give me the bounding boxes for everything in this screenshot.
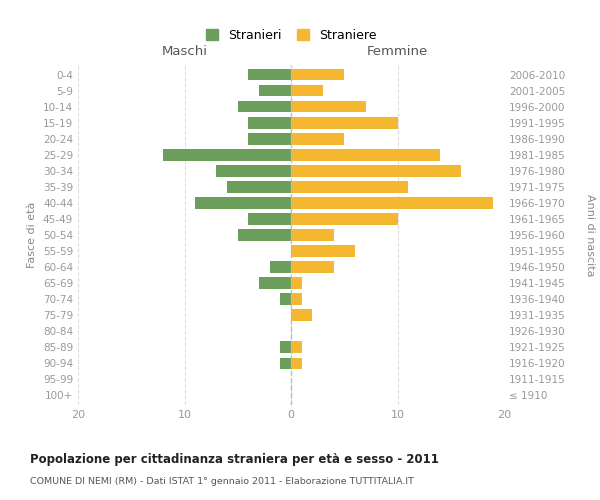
Bar — [238, 229, 291, 241]
Bar — [280, 342, 291, 353]
Bar — [163, 149, 291, 160]
Bar — [291, 213, 398, 224]
Text: Maschi: Maschi — [161, 45, 208, 58]
Bar — [259, 278, 291, 289]
Text: Femmine: Femmine — [367, 45, 428, 58]
Bar — [259, 85, 291, 96]
Bar — [291, 342, 302, 353]
Bar — [291, 310, 313, 321]
Bar — [291, 133, 344, 144]
Y-axis label: Fasce di età: Fasce di età — [28, 202, 37, 268]
Bar — [238, 101, 291, 112]
Bar — [291, 294, 302, 305]
Bar — [291, 278, 302, 289]
Bar — [291, 262, 334, 273]
Bar — [195, 197, 291, 208]
Bar — [291, 197, 493, 208]
Bar — [291, 117, 398, 128]
Bar — [248, 69, 291, 80]
Bar — [280, 294, 291, 305]
Bar — [291, 358, 302, 369]
Bar — [280, 358, 291, 369]
Bar — [248, 213, 291, 224]
Bar — [291, 69, 344, 80]
Bar — [248, 133, 291, 144]
Bar — [217, 165, 291, 176]
Bar — [227, 181, 291, 192]
Bar — [291, 181, 408, 192]
Bar — [248, 117, 291, 128]
Text: Popolazione per cittadinanza straniera per età e sesso - 2011: Popolazione per cittadinanza straniera p… — [30, 452, 439, 466]
Bar — [291, 229, 334, 241]
Bar — [291, 85, 323, 96]
Bar — [291, 149, 440, 160]
Y-axis label: Anni di nascita: Anni di nascita — [585, 194, 595, 276]
Bar — [291, 101, 365, 112]
Bar — [291, 165, 461, 176]
Bar — [291, 246, 355, 257]
Bar — [270, 262, 291, 273]
Legend: Stranieri, Straniere: Stranieri, Straniere — [200, 24, 382, 46]
Text: COMUNE DI NEMI (RM) - Dati ISTAT 1° gennaio 2011 - Elaborazione TUTTITALIA.IT: COMUNE DI NEMI (RM) - Dati ISTAT 1° genn… — [30, 478, 414, 486]
